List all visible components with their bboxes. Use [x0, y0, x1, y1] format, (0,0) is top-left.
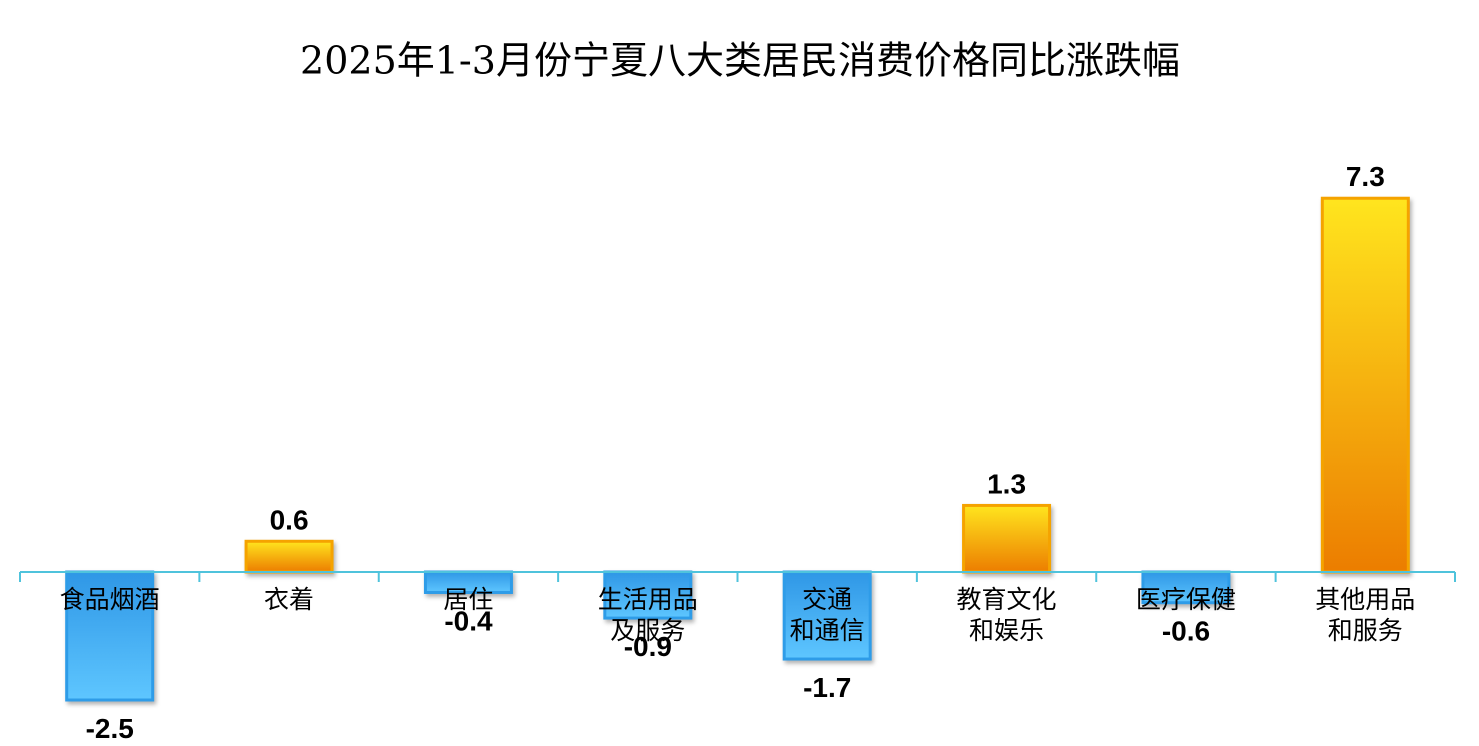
value-label: 0.6 — [270, 504, 309, 535]
value-label: 1.3 — [987, 468, 1026, 499]
category-label: 食品烟酒 — [59, 585, 160, 614]
value-label: 7.3 — [1346, 161, 1385, 192]
category-label: 医疗保健 — [1135, 585, 1236, 614]
value-label: -0.6 — [1162, 616, 1210, 647]
bar — [603, 570, 693, 620]
bar — [962, 503, 1052, 574]
value-label: -0.4 — [444, 605, 493, 636]
bar — [1320, 196, 1410, 574]
category-label: 其他用品 和服务 — [1315, 585, 1416, 645]
category-label: 居住 — [443, 585, 494, 614]
bar — [65, 570, 155, 702]
category-label: 衣着 — [264, 585, 315, 614]
value-label: -0.9 — [624, 631, 672, 662]
category-label: 生活用品 及服务 — [597, 585, 698, 645]
bar — [244, 539, 334, 574]
value-label: -2.5 — [86, 713, 134, 744]
category-label: 教育文化 和娱乐 — [956, 585, 1057, 645]
chart-title: 2025年1-3月份宁夏八大类居民消费价格同比涨跌幅 — [300, 39, 1180, 83]
bar — [1141, 570, 1231, 605]
value-label: -1.7 — [803, 672, 851, 703]
category-label: 交通 和通信 — [789, 585, 865, 645]
